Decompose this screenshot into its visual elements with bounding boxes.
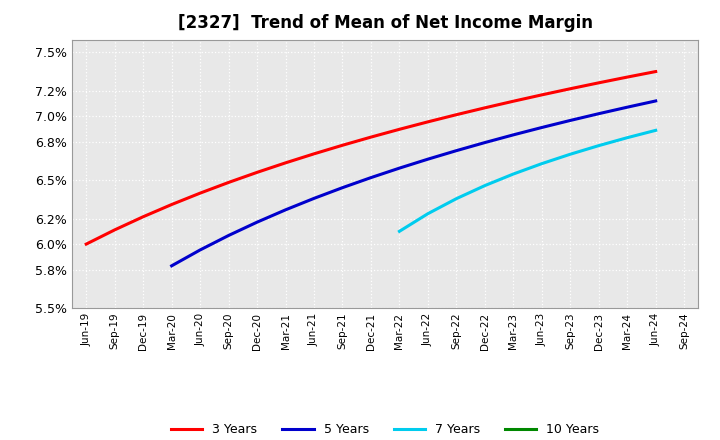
Legend: 3 Years, 5 Years, 7 Years, 10 Years: 3 Years, 5 Years, 7 Years, 10 Years [166, 418, 604, 440]
Title: [2327]  Trend of Mean of Net Income Margin: [2327] Trend of Mean of Net Income Margi… [178, 15, 593, 33]
